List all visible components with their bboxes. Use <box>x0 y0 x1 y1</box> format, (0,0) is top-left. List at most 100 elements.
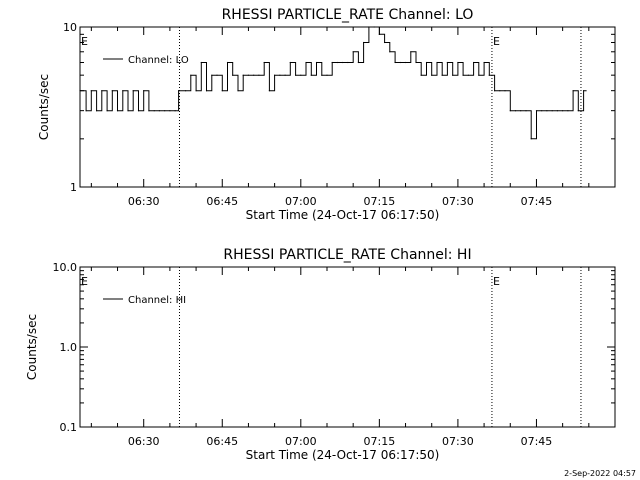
lo-data-point <box>525 110 527 112</box>
lo-data-point <box>96 110 98 112</box>
lo-data-point <box>499 90 501 92</box>
lo-data-point <box>106 110 108 112</box>
lo-data-point <box>85 110 87 112</box>
lo-data-point <box>399 61 401 64</box>
footer-date: 2-Sep-2022 04:57 <box>564 469 636 478</box>
lo-data-point <box>336 61 339 64</box>
lo-data-point <box>211 74 213 76</box>
lo-data-point <box>478 74 480 76</box>
lo-data-point <box>410 51 412 53</box>
hi-start-marker: E <box>81 275 88 288</box>
lo-data-point <box>200 61 202 64</box>
lo-data-point <box>425 61 428 64</box>
lo-data-point <box>295 74 297 76</box>
lo-data-point <box>190 74 192 76</box>
lo-data-point <box>373 26 375 28</box>
lo-data-point <box>331 61 333 64</box>
lo-data-point <box>274 74 276 76</box>
lo-data-point <box>289 61 291 64</box>
lo-data-point <box>541 110 543 112</box>
lo-legend-label: Channel: LO <box>128 55 189 66</box>
lo-data-point <box>551 110 553 112</box>
lo-data-point <box>394 61 396 64</box>
lo-data-point <box>226 61 229 64</box>
lo-data-point <box>321 74 323 76</box>
hi-x-tick-label: 07:15 <box>364 435 396 448</box>
lo-data-point <box>546 110 548 112</box>
hi-y-tick-label: 10.0 <box>53 261 78 274</box>
lo-data-point <box>556 110 559 112</box>
lo-data-point <box>247 74 249 76</box>
lo-data-point <box>441 74 443 76</box>
hi-x-axis-label: Start Time (24-Oct-17 06:17:50) <box>246 448 440 462</box>
lo-y-axis-label: Counts/sec <box>37 74 51 140</box>
lo-plot-frame <box>79 26 616 188</box>
lo-data-point <box>237 90 239 92</box>
lo-data-point <box>242 74 244 76</box>
lo-data-point <box>326 74 328 76</box>
lo-data-point <box>431 74 433 76</box>
lo-channel-panel: RHESSI PARTICLE_RATE Channel: LO 1 10 06:30… <box>37 7 616 222</box>
lo-data-point <box>258 74 260 76</box>
lo-data-point <box>132 90 134 92</box>
lo-data-point <box>148 110 150 112</box>
lo-data-point <box>174 110 176 112</box>
lo-x-axis-label: Start Time (24-Oct-17 06:17:50) <box>246 208 440 222</box>
lo-data-point <box>305 61 307 64</box>
lo-data-point <box>122 90 124 92</box>
lo-data-point <box>310 74 312 76</box>
lo-x-tick-label: 06:45 <box>206 195 238 208</box>
lo-data-point <box>111 90 113 92</box>
lo-data-point <box>137 110 140 112</box>
hi-legend-label: Channel: HI <box>128 295 186 306</box>
lo-data-point <box>494 90 496 92</box>
lo-data-point <box>347 61 349 64</box>
lo-data-point <box>562 110 564 112</box>
lo-data-point <box>446 61 448 64</box>
lo-data-point <box>368 26 370 28</box>
lo-x-tick-label: 07:15 <box>364 195 396 208</box>
lo-data-point <box>384 41 386 44</box>
lo-data-point <box>300 74 302 76</box>
lo-data-point <box>195 90 197 92</box>
lo-data-point <box>363 41 365 44</box>
lo-data-point <box>101 90 103 92</box>
lo-data-point <box>457 61 459 64</box>
hi-x-tick-label: 07:45 <box>521 435 553 448</box>
lo-data-point <box>143 90 145 92</box>
lo-y-tick-label: 1 <box>70 181 77 194</box>
lo-data-point <box>153 110 155 112</box>
hi-event-marker-label: E <box>493 275 500 288</box>
lo-data-point <box>404 61 407 64</box>
lo-data-point <box>216 74 218 76</box>
lo-data-point <box>221 90 223 92</box>
hi-channel-panel: RHESSI PARTICLE_RATE Channel: HI 0.1 1.0 10… <box>25 247 616 462</box>
lo-data-point <box>164 110 166 112</box>
lo-y-tick-label: 10 <box>63 21 77 34</box>
lo-data-point <box>178 90 180 92</box>
lo-data-point <box>357 61 359 64</box>
lo-data-point <box>488 74 490 76</box>
lo-start-marker: E <box>81 35 88 48</box>
lo-data-point <box>572 90 574 92</box>
hi-chart-title: RHESSI PARTICLE_RATE Channel: HI <box>223 247 471 263</box>
lo-data-point <box>520 110 522 112</box>
lo-data-point <box>205 90 208 92</box>
hi-y-axis-label: Counts/sec <box>25 314 39 380</box>
lo-data-point <box>279 74 281 76</box>
lo-data-point <box>530 138 532 140</box>
lo-data-point <box>483 61 485 64</box>
lo-data-point <box>378 33 380 35</box>
hi-y-tick-label: 1.0 <box>60 341 78 354</box>
lo-data-point <box>342 61 344 64</box>
lo-data-point <box>504 90 506 92</box>
lo-event-marker-label: E <box>493 35 500 48</box>
lo-data-point <box>169 110 171 112</box>
lo-x-tick-label: 07:30 <box>442 195 474 208</box>
lo-data-point <box>420 74 422 76</box>
lo-data-point <box>232 74 234 76</box>
lo-data-point <box>467 74 469 76</box>
lo-data-point <box>352 51 354 53</box>
lo-data-point <box>583 90 585 92</box>
